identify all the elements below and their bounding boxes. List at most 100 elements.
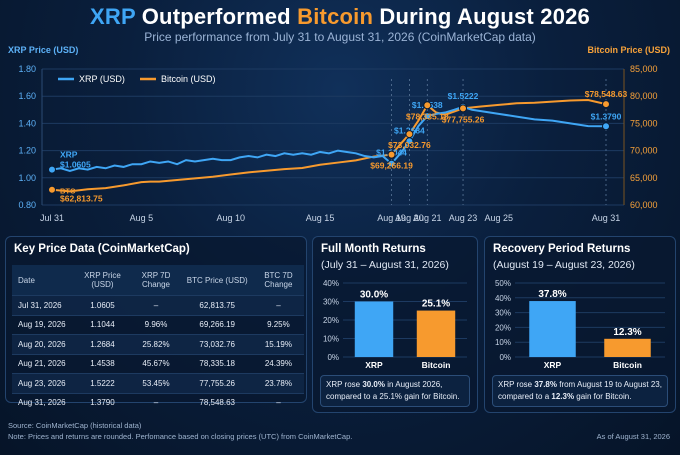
caption-highlight: 12.3% — [551, 392, 575, 401]
cell-btc-price: 69,266.19 — [181, 314, 253, 335]
cell-btc-price: 73,032.76 — [181, 334, 253, 354]
cell-btc-change: 24.39% — [252, 353, 304, 374]
cell-xrp-price: 1.0605 — [74, 295, 131, 315]
bar-y-tick-label: 40% — [495, 294, 511, 303]
x-tick-label: Aug 20 — [395, 213, 424, 223]
btc-data-point — [459, 104, 468, 113]
y2-tick-label: 75,000 — [630, 118, 658, 128]
price-table: Date XRP Price (USD) XRP 7D Change BTC P… — [12, 265, 304, 412]
btc-data-point — [48, 185, 56, 194]
y2-tick-label: 85,000 — [630, 64, 658, 74]
bar-category-label: Bitcoin — [422, 360, 451, 370]
recovery-bar-chart: 0% 10% 20% 30% 40% 50% 37.8% XRP 12.3% Bitcoin — [495, 279, 665, 370]
table-row: Aug 20, 2026 1.2684 25.82% 73,032.76 15.… — [12, 334, 304, 354]
btc-data-point — [423, 101, 432, 110]
caption-text: compared to a — [498, 392, 552, 401]
recovery-title: Recovery Period Returns — [493, 243, 631, 255]
table-title: Key Price Data (CoinMarketCap) — [14, 243, 190, 255]
x-tick-label: Aug 23 — [449, 213, 478, 223]
title-xrp: XRP — [89, 4, 136, 29]
cell-date: Aug 20, 2026 — [12, 334, 75, 354]
btc-data-label: $62,813.75 — [60, 194, 103, 204]
y-tick-label: 1.60 — [18, 91, 36, 101]
xrp-bar — [354, 301, 394, 357]
title-bitcoin: Bitcoin — [297, 4, 374, 29]
btc-data-label: $77,755.26 — [442, 114, 485, 124]
xrp-price-line — [51, 105, 607, 173]
x-tick-label: Aug 10 — [216, 213, 245, 223]
full-month-caption: XRP rose 30.0% in August 2026, compared … — [320, 375, 470, 407]
bar-y-tick-label: 0% — [499, 353, 511, 362]
full-month-title: Full Month Returns — [321, 243, 426, 255]
x-tick-label: Jul 31 — [40, 213, 64, 223]
bar-category-label: Bitcoin — [613, 360, 642, 370]
xrp-axis-label: XRP Price (USD) — [8, 45, 79, 55]
rounding-note: Note: Prices and returns are rounded. Pe… — [8, 432, 353, 441]
bar-y-tick-label: 40% — [323, 279, 339, 288]
cell-xrp-price: 1.5222 — [74, 373, 131, 393]
bar-value-label: 30.0% — [360, 290, 388, 301]
y2-tick-label: 60,000 — [630, 200, 658, 210]
xrp-data-point — [423, 112, 432, 121]
header-xrp-price: XRP Price (USD) — [74, 265, 131, 296]
price-line-chart: 0.80 1.00 1.20 1.40 1.60 1.80 60,000 65,000 70,0… — [18, 64, 658, 223]
y2-tick-label: 80,000 — [630, 91, 658, 101]
x-tick-label: Aug 25 — [485, 213, 514, 223]
caption-text: XRP rose — [326, 380, 363, 389]
header-xrp-change: XRP 7D Change — [130, 265, 182, 296]
cell-btc-change: – — [252, 392, 304, 412]
x-tick-label: Aug 31 — [592, 213, 621, 223]
table-row: Aug 23, 2026 1.5222 53.45% 77,755.26 23.… — [12, 373, 304, 393]
cell-xrp-change: 53.45% — [130, 373, 182, 393]
cell-btc-change: 23.78% — [252, 373, 304, 393]
xrp-start-name: XRP — [60, 150, 78, 160]
table-row: Aug 21, 2026 1.4538 45.67% 78,335.18 24.… — [12, 353, 304, 374]
cell-btc-price: 77,755.26 — [181, 373, 253, 393]
table-row: Aug 19, 2026 1.1044 9.96% 69,266.19 9.25… — [12, 314, 304, 335]
caption-text: compared to a 25.1% gain for Bitcoin. — [326, 392, 460, 401]
recovery-subtitle: (August 19 – August 23, 2026) — [493, 259, 635, 271]
cell-btc-change: – — [252, 295, 304, 315]
cell-xrp-change: – — [130, 392, 182, 412]
xrp-data-point — [387, 159, 396, 168]
cell-btc-price: 78,548.63 — [181, 392, 253, 412]
full-month-bar-chart: 0% 10% 20% 30% 40% 30.0% XRP 25.1% Bitcoin — [323, 279, 467, 370]
bar-y-tick-label: 20% — [495, 323, 511, 332]
legend-xrp-label: XRP (USD) — [79, 74, 125, 84]
full-month-subtitle: (July 31 – August 31, 2026) — [321, 259, 449, 271]
btc-data-point — [405, 130, 414, 139]
btc-data-label: $69,266.19 — [370, 161, 413, 171]
header-date: Date — [12, 265, 75, 296]
xrp-data-label: $1.0605 — [60, 160, 91, 170]
caption-text: XRP rose — [498, 380, 535, 389]
btc-axis-label: Bitcoin Price (USD) — [587, 45, 670, 55]
xrp-data-point — [602, 122, 610, 131]
header-btc-price: BTC Price (USD) — [181, 265, 253, 296]
x-tick-label: Aug 19 — [377, 213, 406, 223]
btc-price-line — [51, 99, 607, 193]
bitcoin-bar — [416, 310, 456, 357]
bar-value-label: 25.1% — [422, 299, 450, 310]
as-of-date: As of August 31, 2026 — [596, 432, 670, 441]
legend-btc-label: Bitcoin (USD) — [161, 74, 216, 84]
cell-xrp-change: – — [130, 295, 182, 315]
bar-y-tick-label: 10% — [323, 335, 339, 344]
y2-tick-label: 70,000 — [630, 146, 658, 156]
bar-y-tick-label: 10% — [495, 338, 511, 347]
cell-xrp-price: 1.3790 — [74, 392, 131, 412]
btc-data-point — [387, 150, 396, 159]
page-title: XRP Outperformed Bitcoin During August 2… — [0, 4, 680, 30]
bar-category-label: XRP — [544, 360, 562, 370]
recovery-caption: XRP rose 37.8% from August 19 to August … — [492, 375, 668, 407]
btc-data-label: $78,548.63 — [585, 89, 628, 99]
cell-xrp-change: 25.82% — [130, 334, 182, 354]
cell-btc-price: 62,813.75 — [181, 295, 253, 315]
x-tick-label: Aug 15 — [306, 213, 335, 223]
bar-y-tick-label: 30% — [495, 309, 511, 318]
y-tick-label: 1.00 — [18, 173, 36, 183]
caption-highlight: 30.0% — [362, 380, 385, 389]
title-outperformed: Outperformed — [141, 4, 291, 29]
cell-xrp-price: 1.1044 — [74, 314, 131, 335]
cell-xrp-change: 9.96% — [130, 314, 182, 335]
table-header-row: Date XRP Price (USD) XRP 7D Change BTC P… — [12, 265, 304, 296]
